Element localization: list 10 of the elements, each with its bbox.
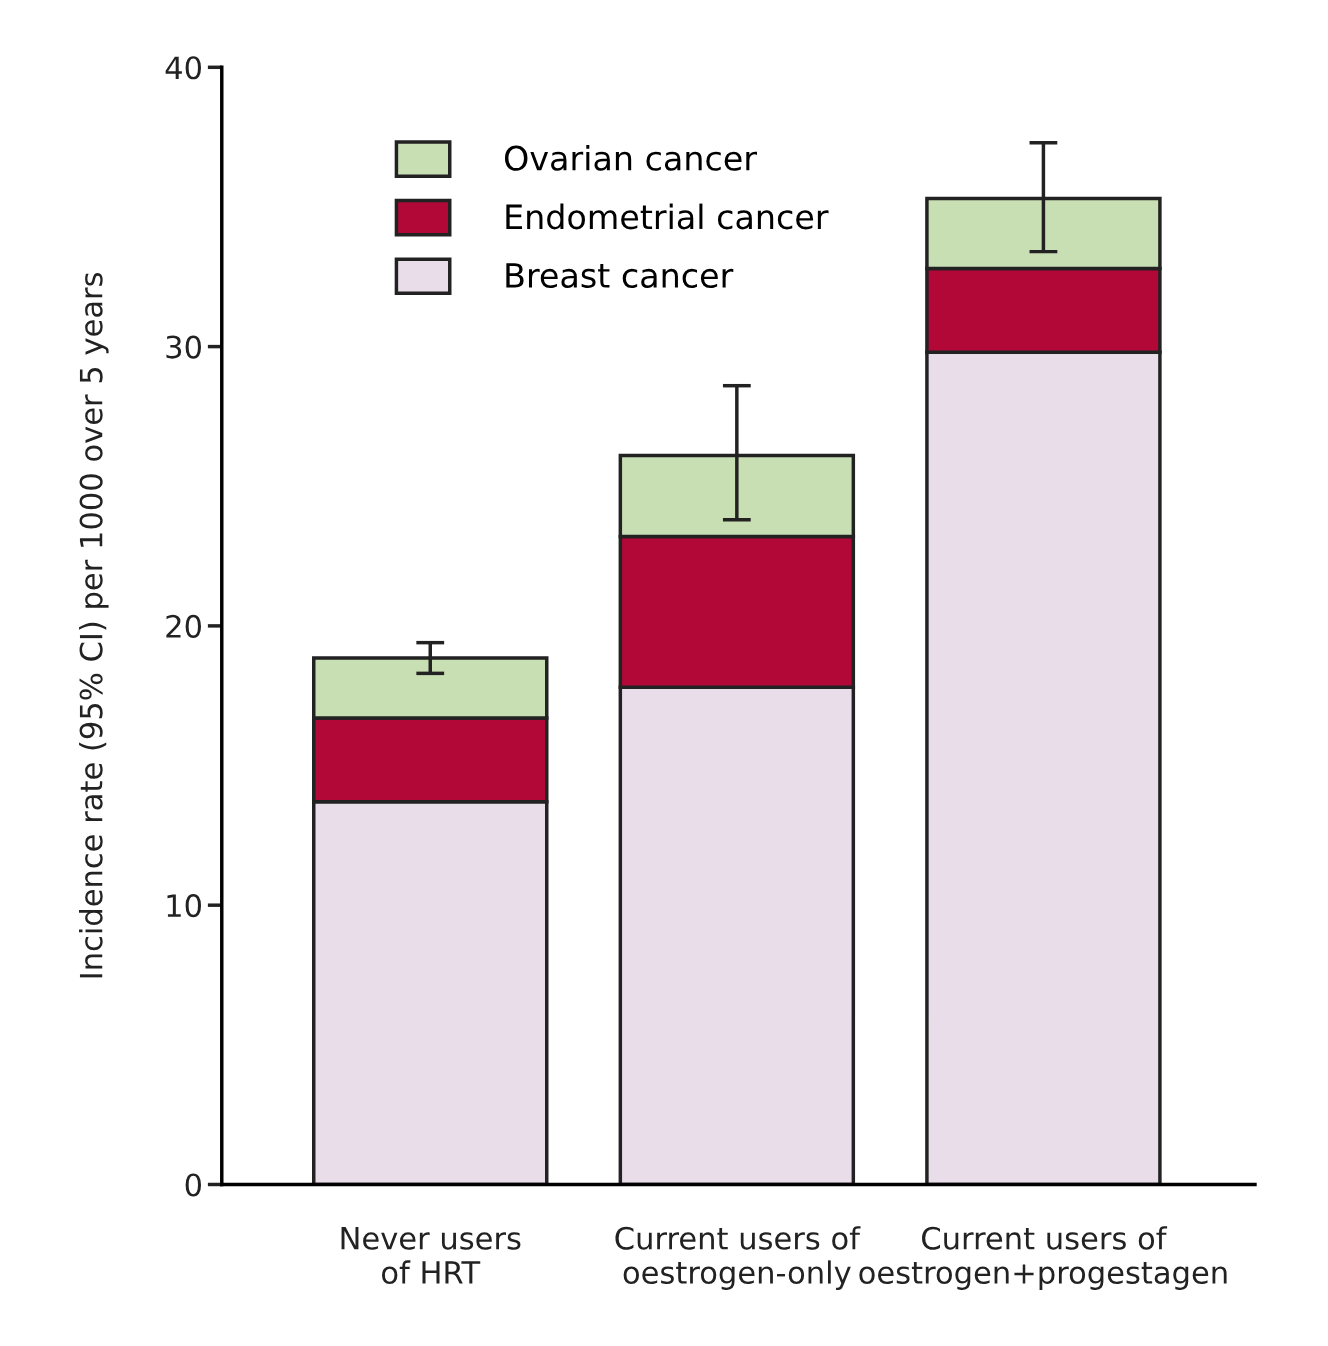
y-axis-title: Incidence rate (95% CI) per 1000 over 5 years bbox=[79, 272, 109, 978]
legend-label: Breast cancer bbox=[506, 263, 734, 288]
y-tick-label: 40 bbox=[165, 56, 201, 80]
legend-label: Endometrial cancer bbox=[506, 203, 829, 230]
y-tick-label: 20 bbox=[166, 614, 201, 638]
y-tick-label: 0 bbox=[185, 1173, 201, 1197]
y-tick-label: 30 bbox=[166, 335, 201, 359]
legend-label: Ovarian cancer bbox=[504, 144, 758, 171]
y-tick-label: 10 bbox=[167, 894, 201, 918]
x-tick-label: Never users of HRT bbox=[341, 1227, 521, 1285]
